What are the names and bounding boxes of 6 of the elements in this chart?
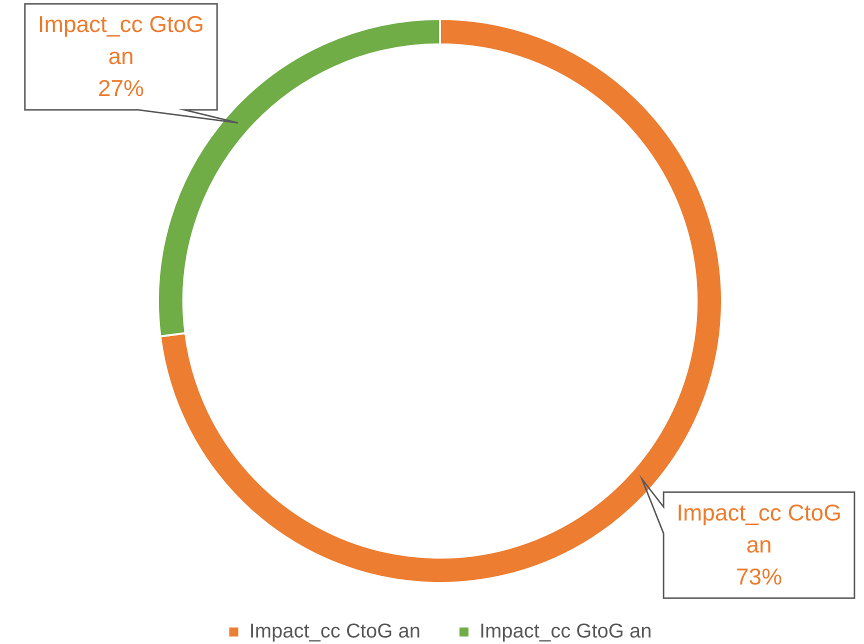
- legend-label: Impact_cc GtoG an: [479, 620, 652, 643]
- slice-label: Impact_cc CtoG an: [676, 499, 842, 558]
- data-label: 73%: [736, 563, 782, 590]
- legend-label: Impact_cc CtoG an: [249, 620, 420, 643]
- slice-label: Impact_cc GtoG an: [38, 11, 204, 70]
- data-label: 27%: [98, 75, 144, 102]
